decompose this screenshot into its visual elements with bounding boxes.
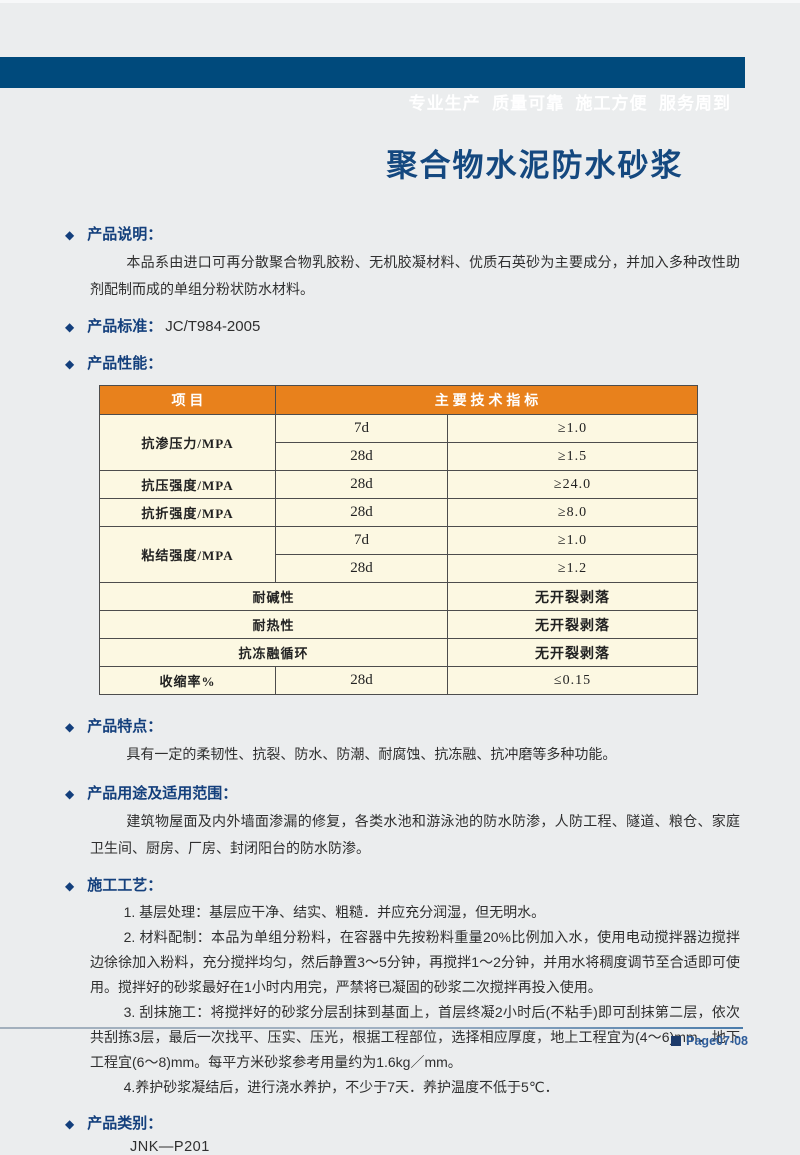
- table-row: 耐热性 无开裂剥落: [99, 610, 699, 639]
- table-cell-item: 抗渗压力/MPA: [99, 414, 276, 471]
- table-cell-value: 无开裂剥落: [446, 638, 699, 667]
- table-row: 抗折强度/MPA 28d ≥8.0: [99, 498, 699, 527]
- heading-performance-label: 产品性能：: [87, 355, 163, 372]
- table-cell-age: 7d: [275, 414, 448, 443]
- table-row: 28d ≥1.5: [100, 442, 699, 471]
- table-cell-value: ≥1.5: [446, 442, 699, 471]
- heading-process-label: 施工工艺：: [87, 877, 163, 894]
- top-band: 专业生产 质量可靠 施工方便 服务周到: [0, 57, 745, 113]
- table-cell-item: 收缩率%: [99, 666, 276, 695]
- page-square-icon: [671, 1036, 682, 1046]
- section-heading-usage: ◆ 产品用途及适用范围：: [65, 782, 738, 803]
- table-cell-value: ≥1.0: [446, 526, 699, 555]
- table-cell-age: 28d: [275, 666, 448, 695]
- diamond-bullet-icon: ◆: [65, 228, 75, 242]
- section-heading-features: ◆ 产品特点：: [65, 715, 738, 736]
- band-slogan: 专业生产 质量可靠 施工方便 服务周到: [408, 94, 731, 113]
- table-cell-value: ≥24.0: [446, 470, 699, 499]
- process-step: 1. 基层处理：基层应干净、结实、粗糙．并应充分润湿，但无明水。: [123, 904, 546, 920]
- standard-value: JC/T984-2005: [165, 318, 261, 335]
- table-row: 28d ≥1.2: [100, 554, 699, 583]
- heading-features-label: 产品特点：: [87, 718, 163, 735]
- section-heading-description: ◆ 产品说明：: [65, 223, 738, 244]
- diamond-bullet-icon: ◆: [65, 320, 75, 334]
- diamond-bullet-icon: ◆: [65, 879, 75, 893]
- description-text: 本品系由进口可再分散聚合物乳胶粉、无机胶凝材料、优质石英砂为主要成分，并加入多种…: [90, 254, 740, 297]
- heading-standard-label: 产品标准：: [87, 318, 163, 335]
- table-cell-age: 28d: [275, 498, 448, 527]
- diamond-bullet-icon: ◆: [65, 787, 75, 801]
- table-cell-age: 28d: [275, 554, 448, 583]
- table-cell-age: 7d: [275, 526, 448, 555]
- table-cell-item: 耐热性: [99, 610, 448, 639]
- footer-divider-line: [0, 1027, 743, 1029]
- heading-description-label: 产品说明：: [87, 226, 163, 243]
- usage-text: 建筑物屋面及内外墙面渗漏的修复，各类水池和游泳池的防水防渗，人防工程、隧道、粮仓…: [90, 813, 740, 856]
- table-row: 抗渗压力/MPA 7d ≥1.0: [99, 414, 699, 471]
- table-cell-item: 抗冻融循环: [99, 638, 448, 667]
- table-cell-value: ≥1.0: [446, 414, 699, 443]
- table-cell-age: 28d: [275, 442, 448, 471]
- page-top-strip: [0, 0, 800, 3]
- process-step: 4.养护砂浆凝结后，进行浇水养护，不少于7天．养护温度不低于5℃．: [123, 1079, 559, 1095]
- table-cell-item: 粘结强度/MPA: [99, 526, 276, 583]
- section-heading-category: ◆ 产品类别：: [65, 1112, 738, 1133]
- page-number-label: Page07-08: [686, 1034, 748, 1048]
- table-cell-value: 无开裂剥落: [446, 610, 699, 639]
- table-cell-value: ≥1.2: [446, 554, 699, 583]
- heading-category-label: 产品类别：: [87, 1115, 163, 1132]
- table-cell-item: 耐碱性: [99, 582, 448, 611]
- features-text: 具有一定的柔韧性、抗裂、防水、防潮、耐腐蚀、抗冻融、抗冲磨等多种功能。: [126, 746, 617, 762]
- table-header-index: 主 要 技 术 指 标: [274, 385, 699, 415]
- table-cell-value: 无开裂剥落: [446, 582, 699, 611]
- table-cell-item: 抗折强度/MPA: [99, 498, 276, 527]
- diamond-bullet-icon: ◆: [65, 720, 75, 734]
- process-step: 3. 刮抹施工：将搅拌好的砂浆分层刮抹到基面上，首层终凝2小时后(不粘手)即可刮…: [90, 1004, 740, 1070]
- table-cell-value: ≤0.15: [446, 666, 699, 695]
- diamond-bullet-icon: ◆: [65, 1117, 75, 1131]
- table-header-item: 项 目: [99, 385, 276, 415]
- page-content: ◆ 产品说明： 本品系由进口可再分散聚合物乳胶粉、无机胶凝材料、优质石英砂为主要…: [0, 215, 800, 1155]
- table-cell-age: 28d: [275, 470, 448, 499]
- table-header-row: 项 目 主 要 技 术 指 标: [99, 385, 699, 415]
- section-heading-performance: ◆ 产品性能：: [65, 352, 738, 373]
- table-row: 抗压强度/MPA 28d ≥24.0: [99, 470, 699, 499]
- section-heading-standard: ◆ 产品标准： JC/T984-2005: [65, 315, 738, 336]
- category-value: JNK—P201: [130, 1139, 210, 1155]
- diamond-bullet-icon: ◆: [65, 357, 75, 371]
- table-row: 粘结强度/MPA 7d ≥1.0: [99, 526, 699, 583]
- table-cell-value: ≥8.0: [446, 498, 699, 527]
- heading-usage-label: 产品用途及适用范围：: [87, 785, 238, 802]
- table-row: 抗冻融循环 无开裂剥落: [99, 638, 699, 667]
- performance-table: 项 目 主 要 技 术 指 标 抗渗压力/MPA 7d ≥1.0 28d ≥1.…: [99, 385, 699, 695]
- table-row: 耐碱性 无开裂剥落: [99, 582, 699, 611]
- page-number: Page07-08: [671, 1034, 748, 1048]
- page-title: 聚合物水泥防水砂浆: [386, 148, 684, 183]
- table-cell-item: 抗压强度/MPA: [99, 470, 276, 499]
- section-heading-process: ◆ 施工工艺：: [65, 874, 738, 895]
- process-step: 2. 材料配制：本品为单组分粉料，在容器中先按粉料重量20%比例加入水，使用电动…: [90, 929, 740, 995]
- table-row: 收缩率% 28d ≤0.15: [99, 666, 699, 695]
